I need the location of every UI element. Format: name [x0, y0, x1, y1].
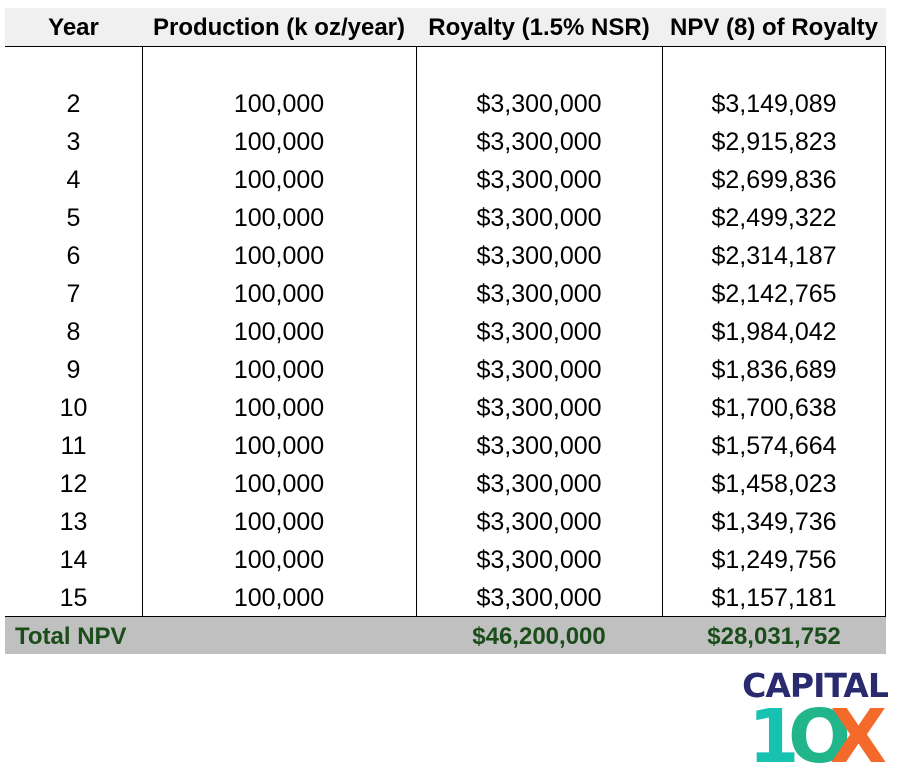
- cell-npv: $1,458,023: [711, 470, 837, 498]
- header-royalty: Royalty (1.5% NSR): [428, 14, 650, 41]
- cell-royalty: $3,300,000: [476, 204, 602, 232]
- capital-10x-logo: CAPITAL 1 O X: [742, 666, 889, 780]
- table-row: 15 100,000 $3,300,000 $1,157,181: [5, 579, 886, 617]
- cell-royalty: $3,300,000: [476, 280, 602, 308]
- cell-npv: $2,915,823: [711, 128, 837, 156]
- cell-production: 100,000: [233, 90, 325, 118]
- cell-year: 3: [66, 128, 81, 156]
- cell-npv: $1,700,638: [711, 394, 837, 422]
- cell-year: 2: [66, 90, 81, 118]
- cell-production: 100,000: [233, 432, 325, 460]
- table-row: 4 100,000 $3,300,000 $2,699,836: [5, 161, 886, 199]
- cell-production: 100,000: [233, 128, 325, 156]
- cell-production: 100,000: [233, 470, 325, 498]
- cell-production: 100,000: [233, 356, 325, 384]
- table-body: 2 100,000 $3,300,000 $3,149,089 3 100,000 $3,3…: [5, 85, 886, 617]
- logo-10x: 1 O X: [742, 694, 888, 780]
- cell-year: 4: [66, 166, 81, 194]
- cell-year: 9: [66, 356, 81, 384]
- table-row: 9 100,000 $3,300,000 $1,836,689: [5, 351, 886, 389]
- cell-production: 100,000: [233, 242, 325, 270]
- table-row: 14 100,000 $3,300,000 $1,249,756: [5, 541, 886, 579]
- cell-npv: $1,984,042: [711, 318, 837, 346]
- cell-royalty: $3,300,000: [476, 90, 602, 118]
- cell-year: 11: [60, 432, 87, 460]
- header-year: Year: [48, 14, 99, 41]
- cell-production: 100,000: [233, 584, 325, 612]
- table-row: 7 100,000 $3,300,000 $2,142,765: [5, 275, 886, 313]
- cell-year: 10: [59, 394, 88, 422]
- total-label: Total NPV: [15, 623, 127, 650]
- cell-year: 5: [66, 204, 81, 232]
- cell-npv: $1,349,736: [711, 508, 837, 536]
- cell-npv: $1,574,664: [711, 432, 837, 460]
- cell-royalty: $3,300,000: [476, 432, 602, 460]
- cell-royalty: $3,300,000: [476, 394, 602, 422]
- cell-npv: $1,836,689: [711, 356, 837, 384]
- table-row: 5 100,000 $3,300,000 $2,499,322: [5, 199, 886, 237]
- cell-production: 100,000: [233, 508, 325, 536]
- cell-npv: $2,314,187: [711, 242, 837, 270]
- cell-royalty: $3,300,000: [476, 546, 602, 574]
- cell-year: 7: [66, 280, 81, 308]
- table-header: Year Production (k oz/year) Royalty (1.5…: [5, 8, 886, 46]
- logo-digit-one: 1: [748, 694, 800, 780]
- cell-year: 13: [59, 508, 88, 536]
- cell-npv: $2,142,765: [711, 280, 837, 308]
- header-npv: NPV (8) of Royalty: [669, 14, 879, 41]
- table-row: 8 100,000 $3,300,000 $1,984,042: [5, 313, 886, 351]
- cell-production: 100,000: [233, 318, 325, 346]
- column-divider: [142, 46, 143, 617]
- cell-royalty: $3,300,000: [476, 242, 602, 270]
- cell-royalty: $3,300,000: [476, 508, 602, 536]
- table-grid: [5, 46, 886, 617]
- table-row: 11 100,000 $3,300,000 $1,574,664: [5, 427, 886, 465]
- column-divider: [662, 46, 663, 617]
- total-royalty: $46,200,000: [472, 623, 606, 650]
- cell-npv: $3,149,089: [711, 90, 837, 118]
- table-row: 13 100,000 $3,300,000 $1,349,736: [5, 503, 886, 541]
- cell-royalty: $3,300,000: [476, 584, 602, 612]
- cell-production: 100,000: [233, 280, 325, 308]
- cell-npv: $2,699,836: [711, 166, 837, 194]
- cell-npv: $2,499,322: [711, 204, 837, 232]
- cell-npv: $1,157,181: [711, 584, 837, 612]
- cell-royalty: $3,300,000: [476, 166, 602, 194]
- logo-digit-zero: O: [788, 694, 851, 780]
- column-divider: [885, 46, 886, 617]
- cell-royalty: $3,300,000: [476, 318, 602, 346]
- column-divider: [416, 46, 417, 617]
- cell-production: 100,000: [233, 166, 325, 194]
- cell-production: 100,000: [233, 394, 325, 422]
- cell-production: 100,000: [233, 204, 325, 232]
- cell-year: 6: [66, 242, 81, 270]
- logo-wordmark-capital: CAPITAL: [742, 666, 889, 705]
- total-row: Total NPV $46,200,000 $28,031,752: [5, 617, 886, 654]
- cell-year: 14: [59, 546, 88, 574]
- header-production: Production (k oz/year): [152, 14, 406, 41]
- table-row: 6 100,000 $3,300,000 $2,314,187: [5, 237, 886, 275]
- cell-production: 100,000: [233, 546, 325, 574]
- cell-royalty: $3,300,000: [476, 470, 602, 498]
- cell-npv: $1,249,756: [711, 546, 837, 574]
- cell-year: 12: [59, 470, 88, 498]
- cell-royalty: $3,300,000: [476, 356, 602, 384]
- table-row: 10 100,000 $3,300,000 $1,700,638: [5, 389, 886, 427]
- cell-year: 8: [66, 318, 81, 346]
- cell-year: 15: [59, 584, 88, 612]
- cell-royalty: $3,300,000: [476, 128, 602, 156]
- logo-letter-x: X: [830, 694, 888, 780]
- total-npv: $28,031,752: [707, 623, 841, 650]
- table-row: 3 100,000 $3,300,000 $2,915,823: [5, 123, 886, 161]
- table-row: 12 100,000 $3,300,000 $1,458,023: [5, 465, 886, 503]
- table-row: 2 100,000 $3,300,000 $3,149,089: [5, 85, 886, 123]
